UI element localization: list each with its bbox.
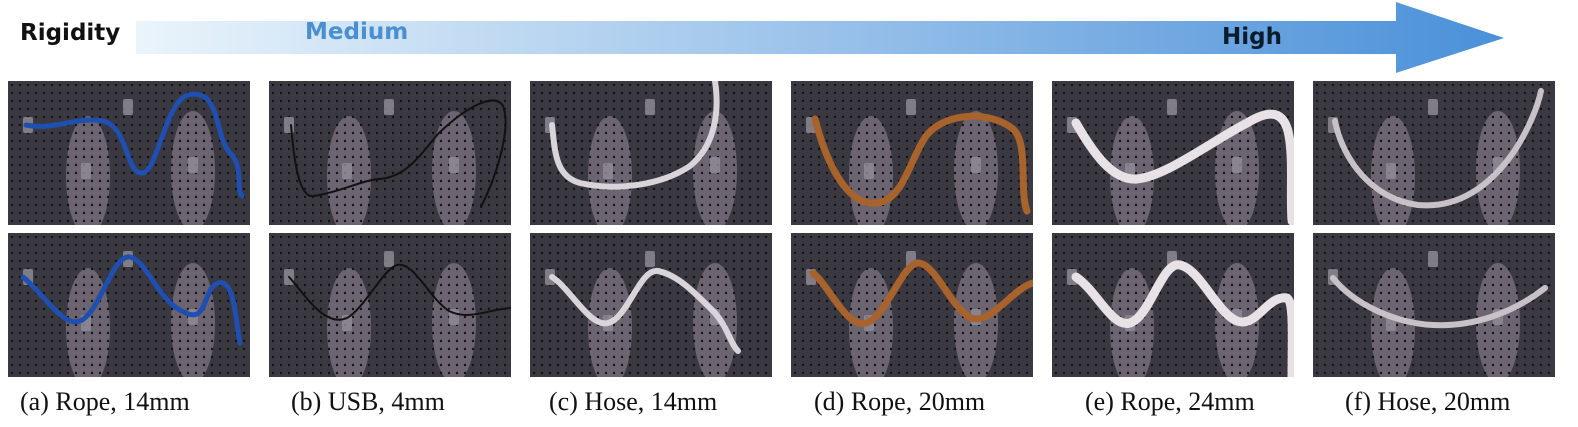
high-label: High [1222,24,1282,50]
cable-shape [549,81,720,190]
clamp [645,99,655,115]
cable-shape [20,254,243,346]
caption-hose-20mm: (f) Hose, 20mm [1345,387,1511,416]
clamp [906,99,916,115]
photo-rope-20mm-initial [791,81,1033,225]
clamp [1167,99,1177,115]
cable-shape [290,99,507,208]
cable-shape [809,259,1033,327]
cable-shape [288,263,511,321]
clamp [1386,163,1396,179]
clamp [188,157,198,173]
clamp [1428,99,1438,115]
clamp [1232,157,1242,173]
photo-hose-20mm-target [1313,233,1555,377]
photo-hose-14mm-target [530,233,772,377]
photo-hose-20mm-initial [1313,81,1555,225]
cable-shape [1071,260,1294,377]
photo-usb-4mm-initial [269,81,511,225]
clamp [971,157,981,173]
cable-shape [1332,88,1544,209]
clamp [342,163,352,179]
rigidity-label: Rigidity [20,20,121,46]
photo-rope-24mm-target [1052,233,1294,377]
clamp [645,251,655,267]
photo-rope-20mm-target [791,233,1033,377]
clamp [123,99,133,115]
caption-rope-20mm: (d) Rope, 20mm [814,387,986,416]
clamp [81,163,91,179]
photo-rope-24mm-initial [1052,81,1294,225]
clamp [603,163,613,179]
caption-usb-4mm: (b) USB, 4mm [291,387,445,416]
caption-rope-24mm: (e) Rope, 24mm [1085,387,1255,416]
clamp [710,157,720,173]
cable-shape [23,91,245,199]
rigidity-arrow [136,2,1504,73]
cable-shape [1330,275,1548,329]
clamp [284,117,294,133]
medium-label: Medium [305,19,409,45]
caption-hose-14mm: (c) Hose, 14mm [549,387,718,416]
photo-rope-14mm-target [8,233,250,377]
cable-shape [1071,109,1294,225]
cable-shape [549,268,741,354]
clamp [449,157,459,173]
caption-rope-14mm: (a) Rope, 14mm [20,387,190,416]
photo-hose-14mm-initial [530,81,772,225]
cable-shape [811,112,1031,215]
clamp [384,99,394,115]
clamp [864,163,874,179]
clamp [1428,251,1438,267]
photo-rope-14mm-initial [8,81,250,225]
clamp [384,251,394,267]
photo-usb-4mm-target [269,233,511,377]
